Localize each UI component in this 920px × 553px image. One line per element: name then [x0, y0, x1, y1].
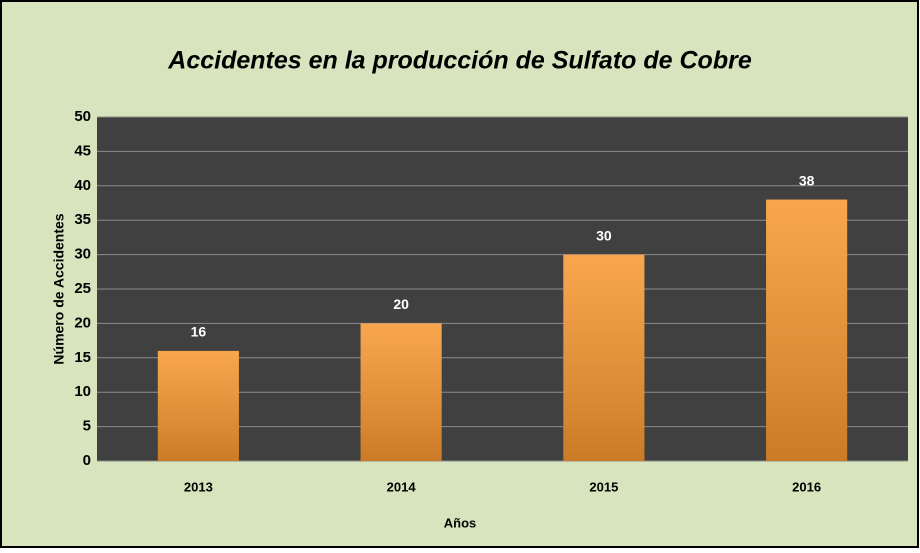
- bar-shade: [360, 323, 442, 461]
- y-tick-label: 20: [74, 314, 91, 331]
- y-tick-label: 0: [83, 452, 91, 469]
- bar-shade: [157, 350, 239, 461]
- data-label: 16: [191, 324, 207, 340]
- x-tick-label: 2014: [387, 479, 417, 494]
- y-tick-label: 15: [74, 349, 91, 366]
- y-tick-label: 5: [83, 418, 91, 435]
- bar-shade: [563, 254, 645, 461]
- x-axis-label: Años: [444, 515, 477, 530]
- y-tick-label: 45: [74, 142, 91, 159]
- data-label: 38: [799, 172, 815, 188]
- bar-shade: [766, 199, 848, 461]
- data-label: 20: [393, 296, 409, 312]
- x-tick-label: 2015: [589, 479, 618, 494]
- y-tick-label: 30: [74, 246, 91, 263]
- x-tick-label: 2016: [792, 479, 821, 494]
- y-tick-label: 50: [74, 108, 91, 125]
- y-tick-label: 35: [74, 211, 91, 228]
- y-axis-label: Número de Accidentes: [51, 213, 67, 364]
- y-tick-label: 40: [74, 177, 91, 194]
- x-tick-label: 2013: [184, 479, 213, 494]
- y-tick-label: 10: [74, 383, 91, 400]
- data-label: 30: [596, 227, 612, 243]
- y-tick-label: 25: [74, 280, 91, 297]
- chart-title: Accidentes en la producción de Sulfato d…: [167, 47, 752, 75]
